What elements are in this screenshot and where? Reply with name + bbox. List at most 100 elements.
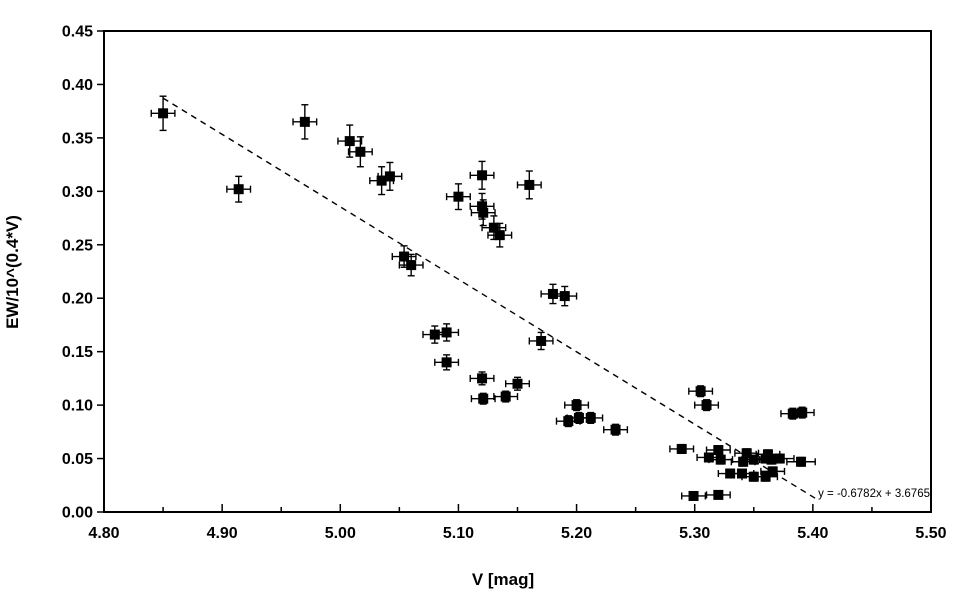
square-marker <box>376 175 387 186</box>
data-point <box>789 406 815 419</box>
square-marker <box>741 448 752 459</box>
square-marker <box>441 327 452 338</box>
data-point <box>552 285 578 307</box>
trendline-layer <box>162 97 820 502</box>
square-marker <box>766 454 777 465</box>
square-marker <box>355 146 366 157</box>
square-marker <box>524 179 535 190</box>
data-point <box>487 222 513 248</box>
square-marker <box>233 184 244 195</box>
square-marker <box>738 456 749 467</box>
square-marker <box>713 445 724 456</box>
x-tick-label: 4.90 <box>207 525 238 542</box>
square-marker <box>563 416 574 427</box>
square-marker <box>494 230 505 241</box>
data-point <box>470 392 496 405</box>
data-point <box>434 354 460 371</box>
data-point <box>708 454 734 465</box>
square-marker <box>688 490 699 501</box>
square-marker <box>478 393 489 404</box>
square-marker <box>585 412 596 423</box>
square-marker <box>774 453 785 464</box>
data-point <box>786 456 816 467</box>
data-point <box>760 466 786 477</box>
y-tick-label: 0.40 <box>62 77 93 94</box>
data-point <box>434 323 460 342</box>
data-point <box>493 390 519 403</box>
data-point <box>753 471 779 482</box>
data-point <box>347 136 373 168</box>
data-point <box>377 161 403 191</box>
square-marker <box>676 443 687 454</box>
square-marker <box>399 251 410 262</box>
square-marker <box>477 170 488 181</box>
y-axis-title: EW/10^(0.4*V) <box>3 215 22 329</box>
square-marker <box>559 291 570 302</box>
x-tick-label: 4.80 <box>88 525 119 542</box>
square-marker <box>158 108 169 119</box>
data-point <box>681 490 707 501</box>
data-point <box>226 175 252 203</box>
trendline-equation: y = -0.6782x + 3.6765 <box>818 488 930 500</box>
data-point <box>705 489 731 500</box>
data-point <box>764 453 795 464</box>
data-point <box>578 411 604 424</box>
square-marker <box>695 386 706 397</box>
data-point <box>469 160 495 190</box>
y-tick-label: 0.30 <box>62 184 93 201</box>
x-tick-label: 5.10 <box>443 525 474 542</box>
square-marker <box>610 424 621 435</box>
data-point <box>469 371 495 386</box>
square-marker <box>478 207 489 218</box>
square-marker <box>760 471 771 482</box>
square-marker <box>797 407 808 418</box>
square-marker <box>715 454 726 465</box>
square-marker <box>406 260 417 271</box>
square-marker <box>512 378 523 389</box>
x-axis-title: V [mag] <box>472 570 534 589</box>
square-marker <box>477 373 488 384</box>
square-marker <box>713 489 724 500</box>
square-marker <box>787 408 798 419</box>
data-layer <box>150 95 816 501</box>
data-point <box>528 331 554 351</box>
square-marker <box>536 335 547 346</box>
y-tick-label: 0.35 <box>62 130 93 147</box>
square-marker <box>796 456 807 467</box>
square-marker <box>701 400 712 411</box>
y-tick-label: 0.20 <box>62 291 93 308</box>
data-point <box>150 95 176 132</box>
data-point <box>694 399 720 412</box>
square-marker <box>344 136 355 147</box>
data-point <box>688 385 714 398</box>
x-tick-label: 5.30 <box>679 525 710 542</box>
square-marker <box>762 449 773 460</box>
square-marker <box>500 391 511 402</box>
data-point <box>445 183 471 211</box>
square-marker <box>384 171 395 182</box>
axes-layer: 4.80 4.90 5.00 5.10 5.20 5.30 5.40 5.50 0.00 0.05… <box>62 24 947 543</box>
trendline <box>162 97 820 502</box>
data-point <box>669 443 695 454</box>
square-marker <box>571 400 582 411</box>
data-point <box>516 170 542 200</box>
square-marker <box>477 201 488 212</box>
y-tick-label: 0.05 <box>62 451 93 468</box>
y-tick-label: 0.25 <box>62 237 93 254</box>
x-tick-label: 5.00 <box>325 525 356 542</box>
square-marker <box>299 116 310 127</box>
square-marker <box>453 191 464 202</box>
data-point <box>705 445 731 456</box>
data-point <box>469 192 495 220</box>
square-marker <box>488 222 499 233</box>
data-point <box>292 104 318 140</box>
data-point <box>470 199 496 227</box>
data-point <box>504 376 531 391</box>
x-tick-label: 5.50 <box>915 525 946 542</box>
data-point <box>564 399 590 412</box>
data-point <box>603 423 629 436</box>
y-tick-label: 0.00 <box>62 505 93 522</box>
x-tick-label: 5.20 <box>561 525 592 542</box>
plot-frame <box>103 30 932 513</box>
